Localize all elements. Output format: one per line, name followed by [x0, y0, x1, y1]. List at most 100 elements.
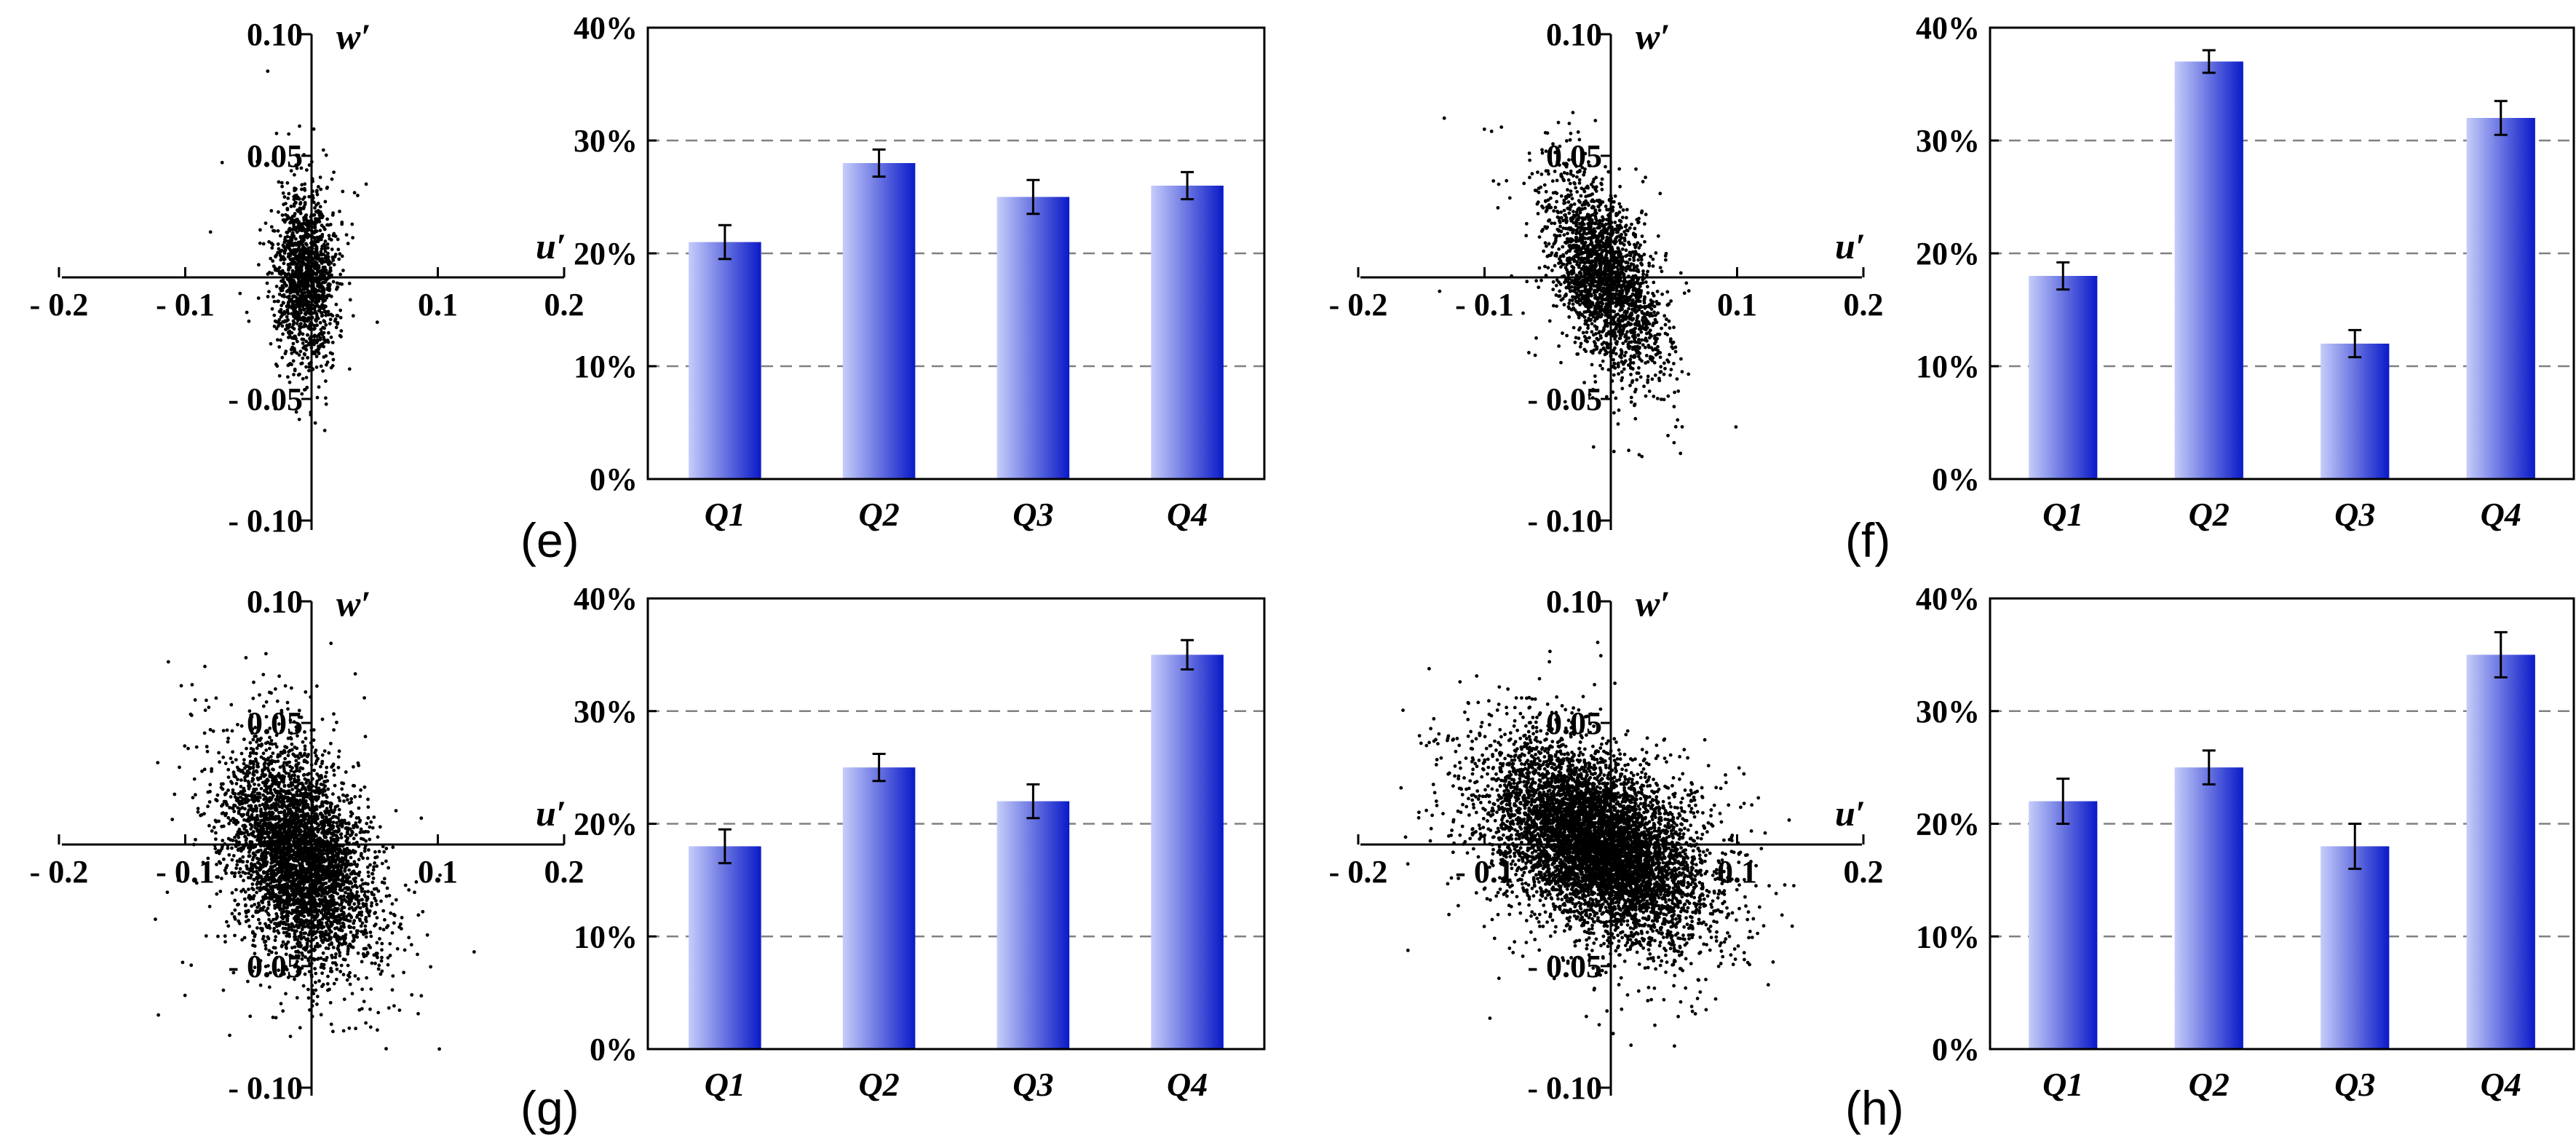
scatter-point [277, 247, 281, 251]
scatter-point [294, 237, 298, 241]
scatter-point [1644, 175, 1648, 180]
panel-label: (e) [520, 513, 579, 567]
scatter-point [289, 283, 293, 288]
scatter-point [347, 367, 352, 371]
scatter-point [1647, 322, 1652, 326]
scatter-point [1574, 223, 1578, 227]
scatter-point [1606, 342, 1611, 347]
scatter-point [335, 281, 339, 285]
scatter-point [1572, 228, 1575, 232]
scatter-point [284, 213, 288, 217]
scatter-point [1590, 302, 1595, 306]
scatter-point [325, 223, 329, 227]
scatter-point [208, 783, 213, 787]
scatter-point [1565, 268, 1569, 272]
scatter-point [301, 332, 305, 336]
scatter-point [226, 815, 231, 820]
bar-y-tick-label: 20% [1916, 236, 1980, 272]
scatter-point [1633, 339, 1637, 343]
scatter-point [1628, 384, 1632, 387]
scatter-point [253, 782, 256, 786]
scatter-point [293, 977, 296, 981]
scatter-point [341, 1029, 346, 1033]
scatter-point [1612, 357, 1615, 362]
scatter-point [326, 251, 330, 256]
scatter-point [294, 296, 298, 299]
scatter-point [269, 341, 273, 346]
scatter-point [287, 268, 290, 272]
scatter-point [1628, 322, 1632, 325]
scatter-point [1634, 167, 1638, 171]
scatter-point [323, 340, 327, 344]
scatter-point [1559, 265, 1563, 269]
scatter-point [333, 319, 337, 323]
scatter-point [313, 326, 317, 331]
scatter-y-tick-label: 0.05 [247, 138, 303, 174]
scatter-point [278, 253, 282, 257]
scatter-point [1672, 440, 1676, 445]
scatter-point [1491, 179, 1496, 183]
scatter-point [308, 265, 312, 269]
scatter-point [1609, 234, 1613, 239]
scatter-point [1619, 205, 1622, 209]
scatter-point [309, 360, 313, 365]
scatter-point [1651, 264, 1655, 268]
scatter-point [213, 847, 218, 850]
scatter-point [1648, 328, 1652, 333]
scatter-point [344, 233, 349, 237]
scatter-point [277, 968, 280, 973]
scatter-x-label: u′ [1835, 226, 1866, 266]
scatter-point [1566, 200, 1571, 204]
scatter-point [1633, 326, 1638, 331]
scatter-point [1664, 258, 1668, 262]
scatter-x-tick-label: - 0.1 [1455, 287, 1514, 323]
bar-y-tick-label: 20% [574, 236, 638, 272]
scatter-point [272, 299, 277, 304]
scatter-point [297, 248, 301, 252]
scatter-point [1586, 259, 1590, 264]
scatter-point [1585, 184, 1590, 189]
scatter-point [315, 994, 320, 999]
scatter-point [242, 897, 247, 901]
scatter-point [338, 252, 342, 256]
scatter-point [285, 181, 290, 185]
scatter-point [1614, 396, 1618, 400]
scatter-point [183, 993, 187, 997]
scatter-point [1614, 265, 1619, 269]
scatter-point [1633, 226, 1637, 231]
scatter-point [1590, 265, 1594, 269]
scatter-point [316, 299, 320, 304]
scatter-point [1638, 375, 1643, 379]
bar-y-tick-label: 30% [1916, 123, 1980, 159]
scatter-point [1545, 225, 1550, 229]
scatter-point [274, 326, 279, 331]
scatter-point [1577, 264, 1581, 267]
scatter-point [1571, 279, 1575, 283]
scatter-point [292, 253, 296, 256]
scatter-point [306, 333, 309, 337]
scatter-point [1606, 170, 1611, 174]
scatter-point [320, 272, 324, 277]
panel-2: - 0.2- 0.1 0.1 0.20.100.05- 0.05- 0.10w′u′… [30, 581, 1266, 1135]
scatter-point [1668, 373, 1673, 377]
scatter-point [315, 256, 320, 260]
scatter-point [1585, 331, 1589, 334]
scatter-point [312, 334, 317, 339]
scatter-point [1654, 251, 1658, 255]
scatter-point [301, 261, 305, 265]
scatter-point [1660, 292, 1665, 296]
scatter-point [301, 197, 305, 201]
scatter-point [316, 347, 320, 351]
scatter-point [1564, 218, 1568, 221]
scatter-point [226, 736, 230, 740]
scatter-point [312, 213, 317, 217]
scatter-point [285, 319, 289, 323]
scatter-point [1574, 186, 1578, 190]
scatter-point [1577, 181, 1582, 185]
scatter-point [263, 221, 268, 225]
scatter-point [1568, 207, 1572, 212]
scatter-point [1587, 282, 1591, 287]
scatter-point [352, 191, 357, 195]
scatter-point [1524, 234, 1529, 238]
scatter-point [311, 269, 315, 274]
